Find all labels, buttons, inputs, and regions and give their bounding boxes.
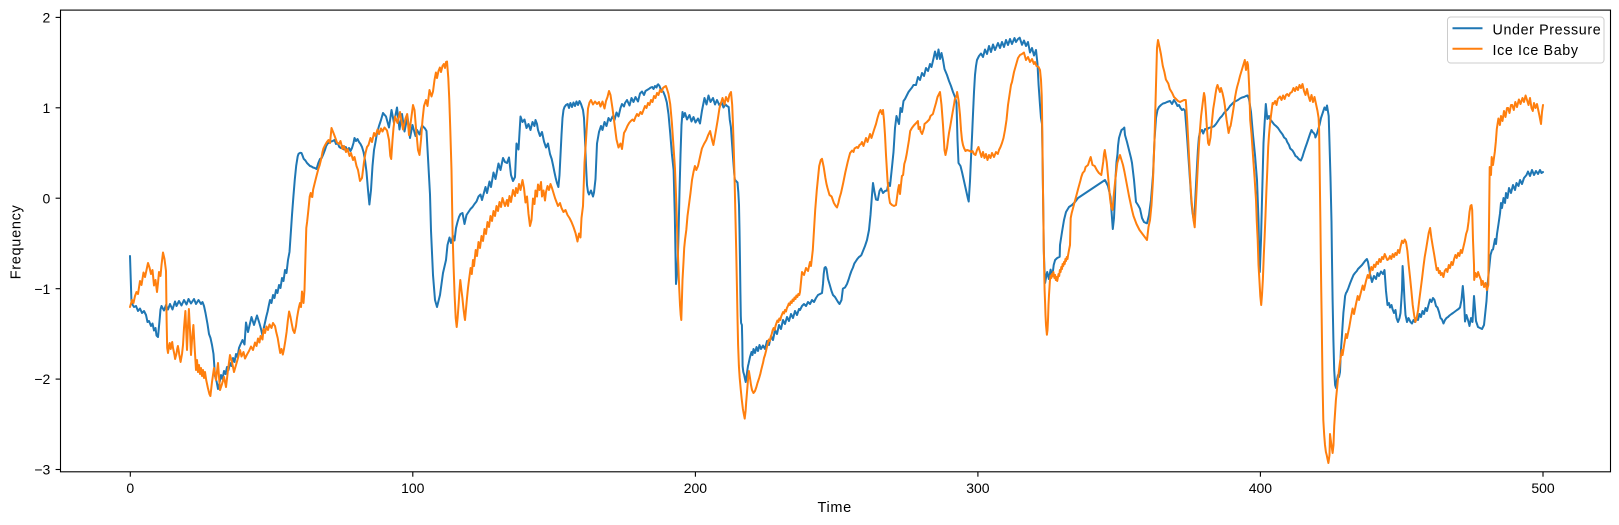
svg-text:2: 2	[43, 10, 51, 26]
svg-text:500: 500	[1531, 480, 1555, 496]
svg-text:−1: −1	[34, 281, 50, 297]
svg-text:Under Pressure: Under Pressure	[1493, 22, 1602, 38]
svg-text:−2: −2	[34, 371, 50, 387]
svg-text:1: 1	[43, 100, 51, 116]
svg-text:−3: −3	[34, 462, 50, 478]
svg-text:Time: Time	[817, 500, 851, 516]
svg-text:Ice Ice Baby: Ice Ice Baby	[1493, 43, 1579, 59]
svg-text:300: 300	[966, 480, 990, 496]
svg-text:200: 200	[684, 480, 708, 496]
svg-text:0: 0	[43, 190, 51, 206]
svg-text:Frequency: Frequency	[9, 204, 25, 279]
svg-text:400: 400	[1249, 480, 1273, 496]
svg-text:100: 100	[401, 480, 425, 496]
svg-text:0: 0	[126, 480, 134, 496]
